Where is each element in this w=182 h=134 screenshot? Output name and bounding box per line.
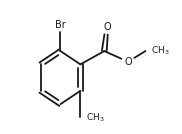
- Text: O: O: [103, 22, 111, 32]
- Text: CH$_3$: CH$_3$: [151, 45, 169, 57]
- Text: Br: Br: [55, 20, 66, 30]
- Text: CH$_3$: CH$_3$: [86, 111, 104, 124]
- Text: O: O: [124, 57, 132, 67]
